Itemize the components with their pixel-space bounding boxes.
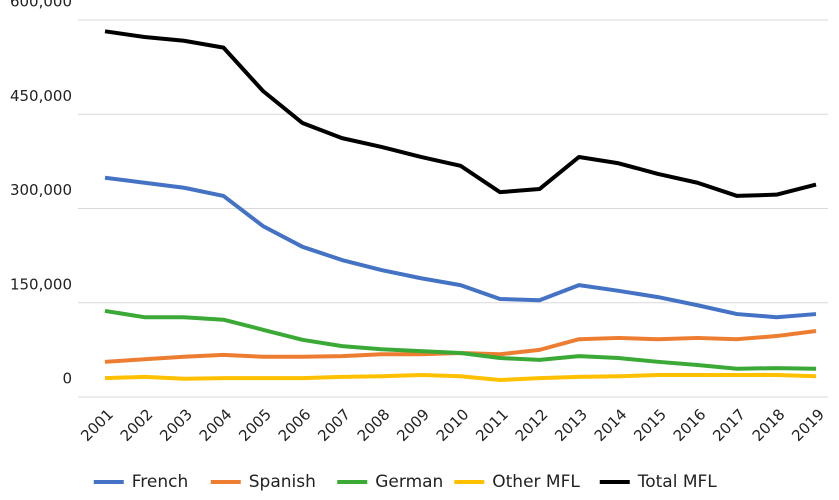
x-tick-label: 2009 <box>393 405 433 445</box>
x-tick-label: 2006 <box>275 405 315 445</box>
x-tick-label: 2013 <box>551 405 591 445</box>
y-tick-label: 300,000 <box>10 181 72 199</box>
y-tick-label: 150,000 <box>10 275 72 293</box>
x-tick-label: 2011 <box>472 405 512 445</box>
x-tick-label: 2007 <box>314 405 354 445</box>
x-tick-label: 2005 <box>235 405 275 445</box>
x-tick-label: 2017 <box>709 405 749 445</box>
x-tick-label: 2008 <box>354 405 394 445</box>
legend-label: German <box>375 472 443 492</box>
x-tick-label: 2019 <box>788 405 828 445</box>
line-series <box>104 329 817 364</box>
x-tick-label: 2015 <box>630 405 670 445</box>
legend-label: French <box>132 472 189 492</box>
x-tick-label: 2010 <box>433 405 473 445</box>
legend-label: Spanish <box>249 472 316 492</box>
legend-label: Other MFL <box>492 472 580 492</box>
line-series <box>104 29 817 198</box>
y-tick-label: 600,000 <box>10 0 72 11</box>
line-series <box>104 373 817 383</box>
x-tick-label: 2018 <box>749 405 789 445</box>
line-series <box>104 308 817 371</box>
y-tick-label: 0 <box>62 370 72 388</box>
x-tick-label: 2016 <box>670 405 710 445</box>
x-tick-label: 2003 <box>156 405 196 445</box>
x-tick-label: 2012 <box>512 405 552 445</box>
y-tick-label: 450,000 <box>10 87 72 105</box>
x-tick-label: 2001 <box>77 405 117 445</box>
x-tick-label: 2004 <box>196 405 236 445</box>
line-series <box>104 175 817 320</box>
x-tick-label: 2002 <box>117 405 157 445</box>
legend-label: Total MFL <box>637 472 718 492</box>
x-tick-label: 2014 <box>591 405 631 445</box>
